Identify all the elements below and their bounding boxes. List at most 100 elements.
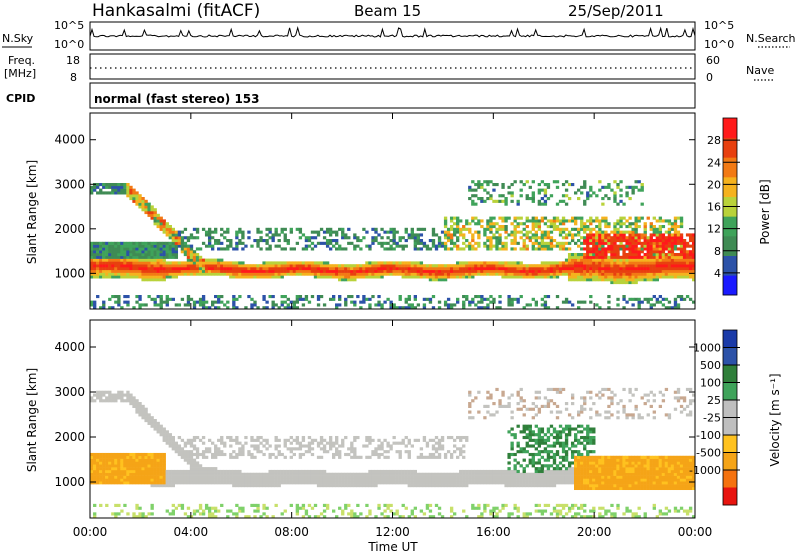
power-cell <box>401 275 405 279</box>
power-cell <box>598 264 602 268</box>
power-cell <box>189 255 194 259</box>
power-cell <box>543 267 548 271</box>
velocity-cell <box>398 469 402 474</box>
power-cell <box>676 261 681 265</box>
power-cell <box>564 241 569 245</box>
velocity-cell <box>174 441 179 445</box>
power-cell <box>453 244 457 248</box>
power-cell <box>368 269 372 273</box>
power-cell <box>126 188 130 192</box>
velocity-cell <box>395 441 399 445</box>
power-cell <box>516 272 520 276</box>
power-cell <box>574 222 578 226</box>
power-cell <box>123 247 127 251</box>
power-cell <box>377 269 381 273</box>
power-cell <box>537 244 542 248</box>
velocity-cell <box>434 447 439 451</box>
power-cell <box>422 269 427 273</box>
noise-sky-label: N.Sky <box>2 32 34 45</box>
power-cell <box>150 208 154 212</box>
power-cell <box>619 244 623 248</box>
power-cell <box>135 250 139 254</box>
power-cell <box>159 295 163 299</box>
velocity-cell <box>453 484 457 488</box>
power-cell <box>552 261 557 265</box>
power-cell <box>138 197 142 201</box>
power-cell <box>528 264 532 268</box>
power-cell <box>598 261 602 265</box>
y-tick-label: 1000 <box>54 266 85 280</box>
velocity-cell <box>307 475 312 479</box>
power-cell <box>613 264 617 268</box>
velocity-cell <box>171 444 175 448</box>
power-cell <box>589 219 593 223</box>
power-cell <box>250 269 254 273</box>
power-cell <box>619 188 623 192</box>
power-cell <box>114 275 118 279</box>
power-cell <box>123 185 127 189</box>
velocity-cell <box>347 472 351 476</box>
power-cell <box>162 267 166 271</box>
power-cell <box>531 272 535 276</box>
power-cell <box>646 239 650 243</box>
power-cell <box>144 244 148 248</box>
power-cell <box>268 264 272 268</box>
power-cell <box>516 275 520 279</box>
power-cell <box>592 267 596 271</box>
power-cell <box>652 272 656 276</box>
power-cell <box>437 275 442 279</box>
power-cell <box>389 303 393 307</box>
power-cell <box>335 230 339 234</box>
power-cell <box>652 261 656 265</box>
velocity-cell <box>434 455 439 459</box>
power-cell <box>416 264 421 268</box>
colorbar-tick-label: 16 <box>707 201 721 214</box>
velocity-cell <box>102 475 106 479</box>
power-cell <box>135 253 139 257</box>
velocity-cell <box>171 478 175 482</box>
power-cell <box>114 272 118 276</box>
power-cell <box>114 185 118 189</box>
power-cell <box>380 261 384 265</box>
velocity-cell <box>495 515 499 519</box>
power-cell <box>413 244 417 248</box>
velocity-cell <box>150 512 154 516</box>
velocity-cell <box>250 475 254 479</box>
power-cell <box>90 261 94 265</box>
power-cell <box>135 244 139 248</box>
power-cell <box>274 233 278 237</box>
power-cell <box>661 241 666 245</box>
power-cell <box>625 253 629 257</box>
velocity-cell <box>132 399 136 403</box>
velocity-cell <box>335 438 339 442</box>
power-cell <box>132 258 136 262</box>
velocity-cell <box>117 512 121 516</box>
power-cell <box>592 261 596 265</box>
power-cell <box>422 267 427 271</box>
velocity-cell <box>437 441 442 445</box>
power-cell <box>102 264 106 268</box>
velocity-cell <box>489 413 493 417</box>
power-cell <box>658 264 663 268</box>
velocity-cell <box>129 393 133 397</box>
velocity-cell <box>177 435 182 440</box>
power-cell <box>338 247 342 251</box>
power-cell <box>646 261 650 265</box>
velocity-cell <box>253 475 257 479</box>
velocity-cell <box>525 435 529 440</box>
power-cell <box>389 227 393 231</box>
velocity-cell <box>359 472 363 476</box>
power-cell <box>673 297 678 301</box>
date-title: 25/Sep/2011 <box>568 2 664 20</box>
velocity-cell <box>256 438 260 442</box>
power-cell <box>477 233 481 237</box>
velocity-cell <box>120 452 124 457</box>
power-cell <box>359 272 363 276</box>
power-cell <box>362 297 366 301</box>
power-cell <box>622 253 626 257</box>
power-cell <box>564 258 569 262</box>
velocity-cell <box>386 515 390 519</box>
power-cell <box>691 241 696 245</box>
power-cell <box>174 255 179 259</box>
power-cell <box>577 272 581 276</box>
